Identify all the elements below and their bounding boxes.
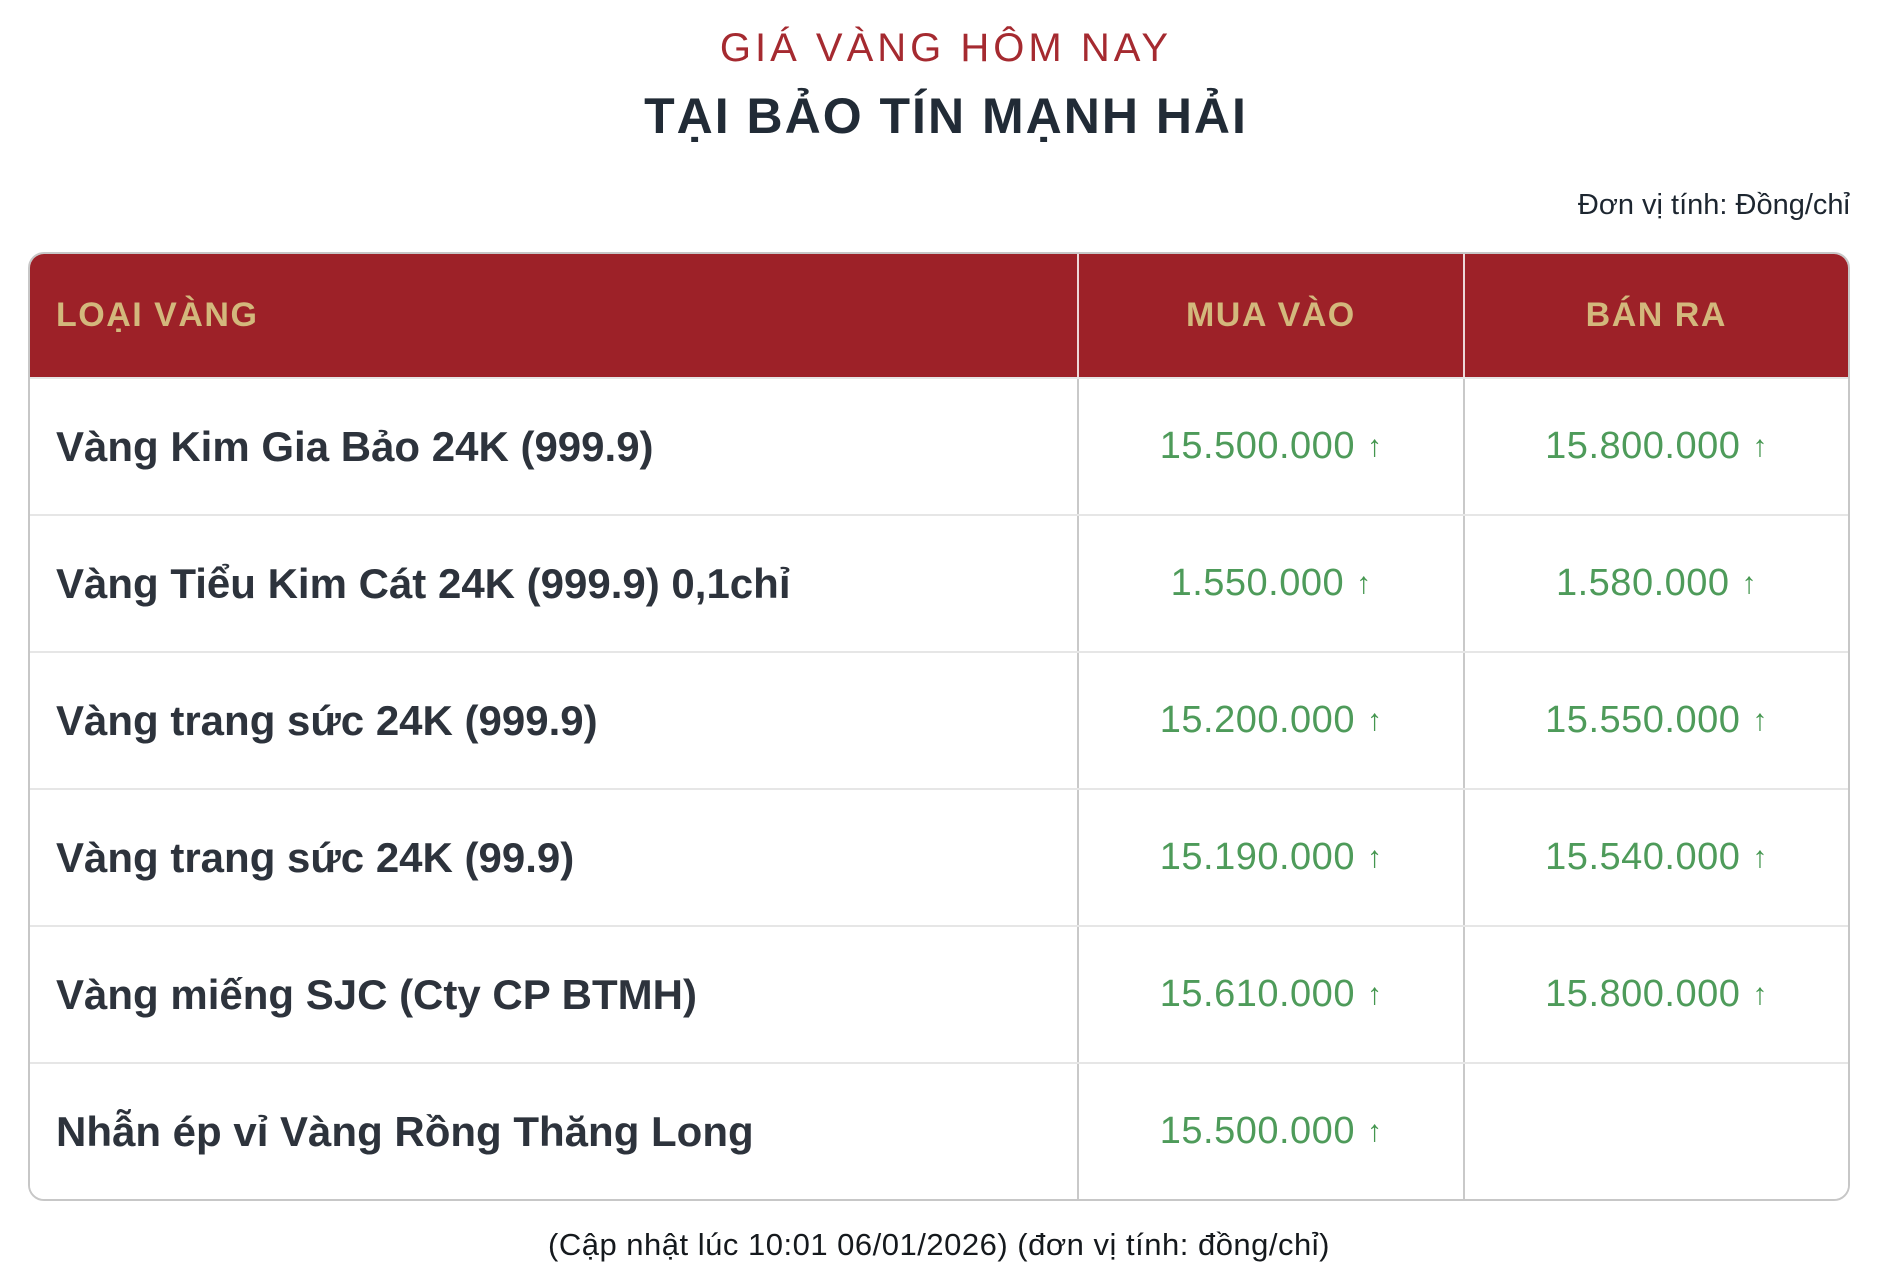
buy-price: 1.550.000 <box>1170 562 1345 604</box>
trend-up-icon: ↑ <box>1752 703 1768 737</box>
trend-up-icon: ↑ <box>1741 566 1757 600</box>
column-header-gold-type: LOẠI VÀNG <box>56 296 259 334</box>
table-row: Vàng Tiểu Kim Cát 24K (999.9) 0,1chỉ 1.5… <box>30 514 1848 651</box>
sell-price-cell <box>1462 1064 1848 1199</box>
sell-price-cell: 15.800.000 ↑ <box>1462 927 1848 1062</box>
sell-price-cell: 15.800.000 ↑ <box>1462 379 1848 514</box>
page-kicker: GIÁ VÀNG HÔM NAY <box>719 26 1173 70</box>
trend-up-icon: ↑ <box>1366 1114 1382 1148</box>
buy-price: 15.500.000 <box>1159 1110 1355 1152</box>
buy-price-cell: 15.610.000 ↑ <box>1077 927 1462 1062</box>
table-row: Vàng trang sức 24K (99.9) 15.190.000 ↑ 1… <box>30 788 1848 925</box>
buy-price-cell: 15.500.000 ↑ <box>1077 379 1462 514</box>
sell-price: 15.550.000 <box>1545 699 1741 741</box>
gold-type-cell: Vàng trang sức 24K (999.9) <box>56 696 598 744</box>
sell-price: 15.540.000 <box>1545 836 1741 878</box>
buy-price: 15.190.000 <box>1159 836 1355 878</box>
column-header-buy: MUA VÀO <box>1077 254 1462 377</box>
trend-up-icon: ↑ <box>1366 840 1382 874</box>
column-header-sell: BÁN RA <box>1462 254 1848 377</box>
gold-price-table: LOẠI VÀNG MUA VÀO BÁN RA Vàng Kim Gia Bả… <box>28 252 1850 1201</box>
unit-note: Đơn vị tính: Đồng/chỉ <box>1577 189 1850 221</box>
gold-type-cell: Nhẫn ép vỉ Vàng Rồng Thăng Long <box>56 1107 754 1155</box>
buy-price-cell: 15.500.000 ↑ <box>1077 1064 1462 1199</box>
gold-type-cell: Vàng Kim Gia Bảo 24K (999.9) <box>56 422 654 470</box>
content-column: Đơn vị tính: Đồng/chỉ LOẠI VÀNG MUA VÀO … <box>28 189 1850 1263</box>
sell-price: 15.800.000 <box>1545 425 1741 467</box>
trend-up-icon: ↑ <box>1356 566 1372 600</box>
table-row: Vàng Kim Gia Bảo 24K (999.9) 15.500.000 … <box>30 377 1848 514</box>
sell-price-cell: 1.580.000 ↑ <box>1462 516 1848 651</box>
trend-up-icon: ↑ <box>1752 840 1768 874</box>
sell-price-cell: 15.550.000 ↑ <box>1462 653 1848 788</box>
trend-up-icon: ↑ <box>1366 429 1382 463</box>
gold-type-cell: Vàng Tiểu Kim Cát 24K (999.9) 0,1chỉ <box>56 559 791 607</box>
update-timestamp-note: (Cập nhật lúc 10:01 06/01/2026) (đơn vị … <box>548 1227 1330 1262</box>
page-title: TẠI BẢO TÍN MẠNH HẢI <box>644 88 1248 144</box>
table-row: Vàng miếng SJC (Cty CP BTMH) 15.610.000 … <box>30 925 1848 1062</box>
trend-up-icon: ↑ <box>1752 429 1768 463</box>
trend-up-icon: ↑ <box>1366 977 1382 1011</box>
buy-price-cell: 15.190.000 ↑ <box>1077 790 1462 925</box>
table-header-row: LOẠI VÀNG MUA VÀO BÁN RA <box>30 254 1848 377</box>
buy-price-cell: 15.200.000 ↑ <box>1077 653 1462 788</box>
trend-up-icon: ↑ <box>1366 703 1382 737</box>
buy-price: 15.500.000 <box>1159 425 1355 467</box>
buy-price: 15.610.000 <box>1159 973 1355 1015</box>
gold-type-cell: Vàng miếng SJC (Cty CP BTMH) <box>56 970 697 1018</box>
buy-price: 15.200.000 <box>1159 699 1355 741</box>
trend-up-icon: ↑ <box>1752 977 1768 1011</box>
table-row: Nhẫn ép vỉ Vàng Rồng Thăng Long 15.500.0… <box>30 1062 1848 1199</box>
gold-type-cell: Vàng trang sức 24K (99.9) <box>56 833 575 881</box>
sell-price: 1.580.000 <box>1555 562 1730 604</box>
buy-price-cell: 1.550.000 ↑ <box>1077 516 1462 651</box>
sell-price: 15.800.000 <box>1545 973 1741 1015</box>
table-row: Vàng trang sức 24K (999.9) 15.200.000 ↑ … <box>30 651 1848 788</box>
sell-price-cell: 15.540.000 ↑ <box>1462 790 1848 925</box>
